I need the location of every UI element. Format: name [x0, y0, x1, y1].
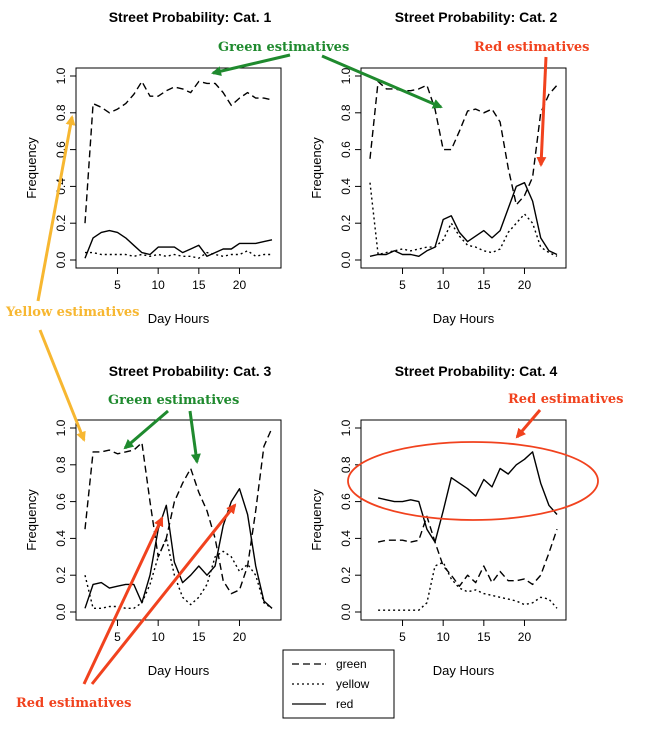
annotation-green-estimatives-top: Green estimatives	[218, 40, 349, 55]
arrow-green-cat3-b	[188, 410, 201, 464]
arrow-red-cat3-b	[90, 503, 237, 685]
x-tick-label-2-10: 10	[436, 278, 450, 292]
x-tick-label-2-20: 20	[518, 278, 532, 292]
x-tick-label-4-10: 10	[436, 630, 450, 644]
annotations: Green estimatives Red estimatives Yellow…	[5, 40, 624, 711]
chart-panel-2: Street Probability: Cat. 2 5 10 15 20 0.0 0.2 0…	[309, 9, 567, 326]
y-tick-label-1-1.0: 1.0	[54, 67, 68, 84]
x-tick-label-2-15: 15	[477, 278, 491, 292]
x-tick-label-1-15: 15	[192, 278, 206, 292]
y-axis-label-2: Frequency	[309, 137, 324, 199]
series-line-green-2	[369, 80, 558, 206]
y-tick-label-2-0.4: 0.4	[339, 178, 353, 195]
series-line-yellow-1	[85, 250, 272, 259]
y-tick-label-4-0.8: 0.8	[339, 456, 353, 473]
y-tick-label-3-0.2: 0.2	[54, 567, 68, 584]
y-tick-label-2-0.8: 0.8	[339, 104, 353, 121]
series-line-red-4	[377, 451, 558, 543]
y-tick-label-1-0.2: 0.2	[54, 215, 68, 232]
arrow-red-cat4	[515, 409, 542, 439]
series-line-yellow-2	[369, 182, 558, 257]
chart-title-3: Street Probability: Cat. 3	[109, 363, 272, 379]
series-line-green-1	[84, 80, 273, 224]
x-tick-label-1-10: 10	[151, 278, 165, 292]
x-tick-label-3-15: 15	[192, 630, 206, 644]
y-axis-label-4: Frequency	[309, 489, 324, 551]
arrow-red-cat3-a	[82, 516, 164, 685]
plot-frame-3	[75, 419, 282, 621]
x-tick-label-3-20: 20	[233, 630, 247, 644]
y-axis-label-3: Frequency	[24, 489, 39, 551]
series-line-yellow-4	[378, 561, 558, 611]
annotation-red-estimatives-bottom: Red estimatives	[16, 696, 132, 711]
arrow-green-cat2	[321, 54, 443, 109]
arrow-yellow-cat3	[38, 329, 86, 442]
series-line-red-2	[369, 181, 558, 257]
x-tick-label-1-5: 5	[114, 278, 121, 292]
arrow-red-cat2	[536, 56, 548, 167]
chart-title-2: Street Probability: Cat. 2	[395, 9, 558, 25]
series-line-red-3	[84, 488, 273, 609]
y-tick-label-3-0.8: 0.8	[54, 456, 68, 473]
y-tick-label-4-0.0: 0.0	[339, 603, 353, 620]
y-tick-label-3-0.0: 0.0	[54, 603, 68, 620]
x-tick-label-4-20: 20	[518, 630, 532, 644]
y-tick-label-2-0.6: 0.6	[339, 141, 353, 158]
x-tick-label-3-5: 5	[114, 630, 121, 644]
y-tick-label-2-1.0: 1.0	[339, 67, 353, 84]
annotation-red-estimatives-top: Red estimatives	[474, 40, 590, 55]
y-tick-label-3-0.4: 0.4	[54, 530, 68, 547]
y-tick-label-2-0.0: 0.0	[339, 251, 353, 268]
x-axis-label-4: Day Hours	[433, 663, 495, 678]
chart-panel-4: Street Probability: Cat. 4 5 10 15 20 0.0 0.2 0…	[309, 363, 567, 678]
annotation-yellow-estimatives: Yellow estimatives	[5, 305, 140, 320]
chart-title-1: Street Probability: Cat. 1	[109, 9, 272, 25]
legend-box	[282, 649, 395, 719]
y-tick-label-2-0.2: 0.2	[339, 215, 353, 232]
arrow-green-cat3-a	[123, 409, 169, 450]
x-tick-label-2-5: 5	[399, 278, 406, 292]
y-tick-label-4-1.0: 1.0	[339, 419, 353, 436]
legend: green yellow red	[282, 649, 395, 719]
series-line-green-3	[84, 427, 273, 595]
y-tick-label-3-0.6: 0.6	[54, 493, 68, 510]
x-tick-label-1-20: 20	[233, 278, 247, 292]
y-tick-label-1-0.0: 0.0	[54, 251, 68, 268]
x-axis-label-1: Day Hours	[148, 311, 210, 326]
legend-label-yellow: yellow	[336, 677, 370, 691]
x-tick-label-3-10: 10	[151, 630, 165, 644]
annotation-green-estimatives-mid: Green estimatives	[108, 393, 239, 408]
series-line-red-1	[84, 229, 273, 259]
plot-frame-4	[360, 419, 567, 621]
y-tick-label-4-0.2: 0.2	[339, 567, 353, 584]
chart-panel-3: Street Probability: Cat. 3 5 10 15 20 0.0 0.2 0…	[24, 363, 282, 678]
annotation-red-estimatives-cat4: Red estimatives	[508, 392, 624, 407]
arrow-green-cat1	[211, 53, 291, 77]
plot-frame-1	[75, 67, 282, 269]
legend-label-green: green	[336, 657, 367, 671]
x-tick-label-4-5: 5	[399, 630, 406, 644]
y-axis-label-1: Frequency	[24, 137, 39, 199]
x-tick-label-4-15: 15	[477, 630, 491, 644]
y-tick-label-4-0.4: 0.4	[339, 530, 353, 547]
arrow-yellow-cat1	[36, 115, 76, 302]
y-tick-label-1-0.8: 0.8	[54, 104, 68, 121]
legend-label-red: red	[336, 697, 353, 711]
y-tick-label-3-1.0: 1.0	[54, 419, 68, 436]
chart-panels: Street Probability: Cat. 1 5 10 15 20 0.0 0.2 0…	[24, 9, 567, 678]
plot-frame-2	[360, 67, 567, 269]
x-axis-label-2: Day Hours	[433, 311, 495, 326]
chart-title-4: Street Probability: Cat. 4	[395, 363, 558, 379]
highlight-ellipse-cat4	[347, 441, 599, 521]
series-line-green-4	[377, 515, 558, 587]
y-tick-label-4-0.6: 0.6	[339, 493, 353, 510]
x-axis-label-3: Day Hours	[148, 663, 210, 678]
